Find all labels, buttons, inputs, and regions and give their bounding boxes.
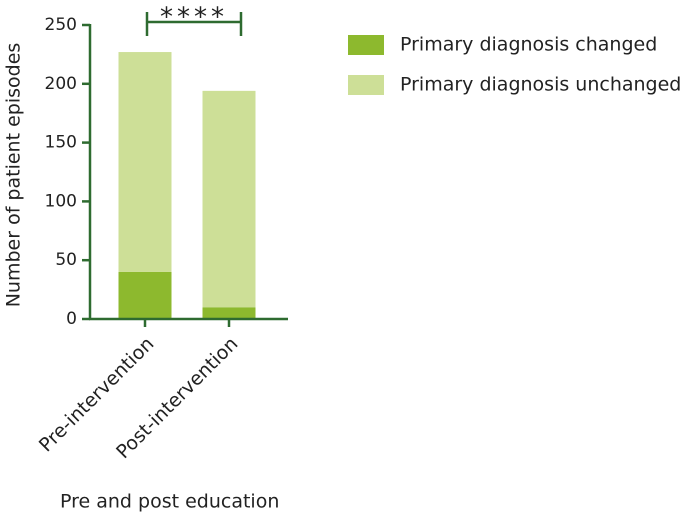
bar-segment <box>202 90 256 308</box>
y-tick-label: 150 <box>45 133 77 153</box>
legend-swatch <box>348 75 384 95</box>
bar-segment <box>118 52 172 272</box>
legend-label: Primary diagnosis unchanged <box>400 74 681 96</box>
bar-segment <box>118 271 172 319</box>
legend-swatch <box>348 35 384 55</box>
bar-segment <box>202 307 256 319</box>
significance: **** <box>160 3 228 33</box>
y-tick-label: 50 <box>55 250 77 270</box>
y-tick-label: 200 <box>45 74 77 94</box>
x-axis-label: Pre and post education <box>60 491 279 513</box>
y-tick-label: 250 <box>45 15 77 35</box>
y-tick-label: 0 <box>66 309 77 329</box>
y-tick-label: 100 <box>45 191 77 211</box>
y-axis-label: Number of patient episodes <box>3 43 25 308</box>
legend-label: Primary diagnosis changed <box>400 34 657 56</box>
